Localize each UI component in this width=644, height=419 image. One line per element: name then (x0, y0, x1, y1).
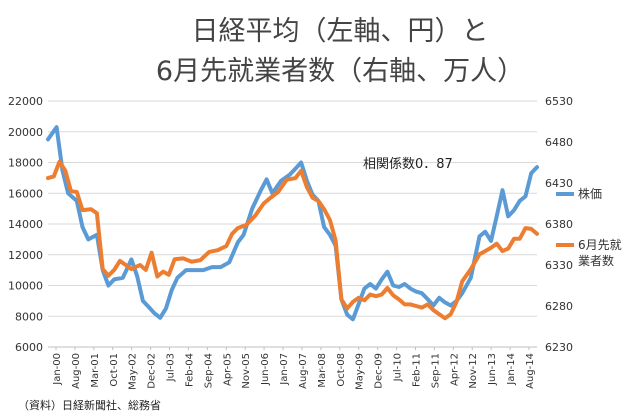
series-line-employment (46, 159, 539, 321)
x-tick-label: Apr-12 (449, 353, 460, 386)
series-layer (46, 125, 539, 322)
x-tick-label: Oct-08 (336, 353, 347, 387)
source-note: （資料）日経新聞社、総務省 (18, 398, 161, 412)
x-tick-label: Sep-11 (430, 353, 441, 388)
series-line-stock (46, 125, 539, 322)
x-tick-label: Jul-10 (393, 353, 404, 382)
x-tick-label: Dec-09 (374, 353, 385, 389)
x-tick-label: May-02 (128, 353, 139, 390)
x-tick-label: Sep-04 (203, 353, 214, 388)
x-tick-label: Dec-02 (147, 353, 158, 389)
x-tick-label: Nov-05 (241, 353, 252, 389)
x-tick-label: Apr-05 (222, 353, 233, 386)
x-tick-label: Aug-07 (298, 353, 309, 389)
right-tick-label: 6380 (545, 218, 573, 231)
correlation-annotation: 相関係数0．87 (363, 157, 453, 172)
right-tick-label: 6280 (545, 300, 573, 313)
left-tick-label: 22000 (8, 95, 43, 108)
right-tick-label: 6230 (545, 341, 573, 354)
x-tick-label: Jun-06 (260, 353, 271, 386)
chart-title: 日経平均（左軸、円）と 6月先就業者数（右軸、万人） (156, 16, 524, 87)
chart-title-line-2: 6月先就業者数（右軸、万人） (156, 56, 524, 87)
left-axis: 6000 8000 10000 12000 14000 16000 18000 20000 22… (8, 95, 43, 354)
x-tick-label: Oct-01 (109, 353, 120, 387)
legend: 株価 6月先就 業者数 (556, 186, 622, 268)
left-tick-label: 16000 (8, 187, 43, 200)
legend-label-employment-line-2: 業者数 (578, 253, 614, 268)
x-tick-label: Feb-11 (411, 353, 422, 387)
x-tick-label: Feb-04 (184, 353, 195, 387)
x-tick-label: Aug-00 (71, 353, 82, 389)
left-tick-label: 18000 (8, 157, 43, 170)
right-tick-label: 6430 (545, 177, 573, 190)
right-tick-label: 6330 (545, 259, 573, 272)
legend-label-stock: 株価 (578, 186, 602, 201)
left-tick-label: 10000 (8, 280, 43, 293)
left-tick-label: 20000 (8, 126, 43, 139)
x-tick-label: Jan-07 (279, 353, 290, 386)
right-tick-label: 6480 (545, 136, 573, 149)
left-tick-label: 12000 (8, 249, 43, 262)
gridlines (48, 100, 537, 348)
legend-label-employment-line-1: 6月先就 (578, 238, 622, 252)
chart-title-line-1: 日経平均（左軸、円）と (192, 16, 489, 47)
x-tick-label: Jun-13 (487, 353, 498, 386)
x-tick-label: Mar-01 (90, 353, 101, 388)
x-axis: Jan-00 Aug-00 Mar-01 Oct-01 May-02 Dec-02 Jul-… (48, 346, 537, 390)
left-tick-label: 6000 (15, 341, 43, 354)
x-tick-label: May-09 (355, 353, 366, 390)
left-tick-label: 14000 (8, 218, 43, 231)
x-tick-label: Jul-03 (166, 353, 177, 382)
left-tick-label: 8000 (15, 310, 43, 323)
x-tick-label: Nov-12 (468, 353, 479, 389)
x-tick-label: Jan-14 (506, 353, 517, 386)
right-axis: 6230 6280 6330 6380 6430 6480 6530 (545, 95, 573, 354)
right-tick-label: 6530 (545, 95, 573, 108)
x-tick-label: Jan-00 (52, 353, 63, 386)
x-tick-label: Mar-08 (317, 353, 328, 388)
x-tick-label: Aug-14 (525, 353, 536, 389)
